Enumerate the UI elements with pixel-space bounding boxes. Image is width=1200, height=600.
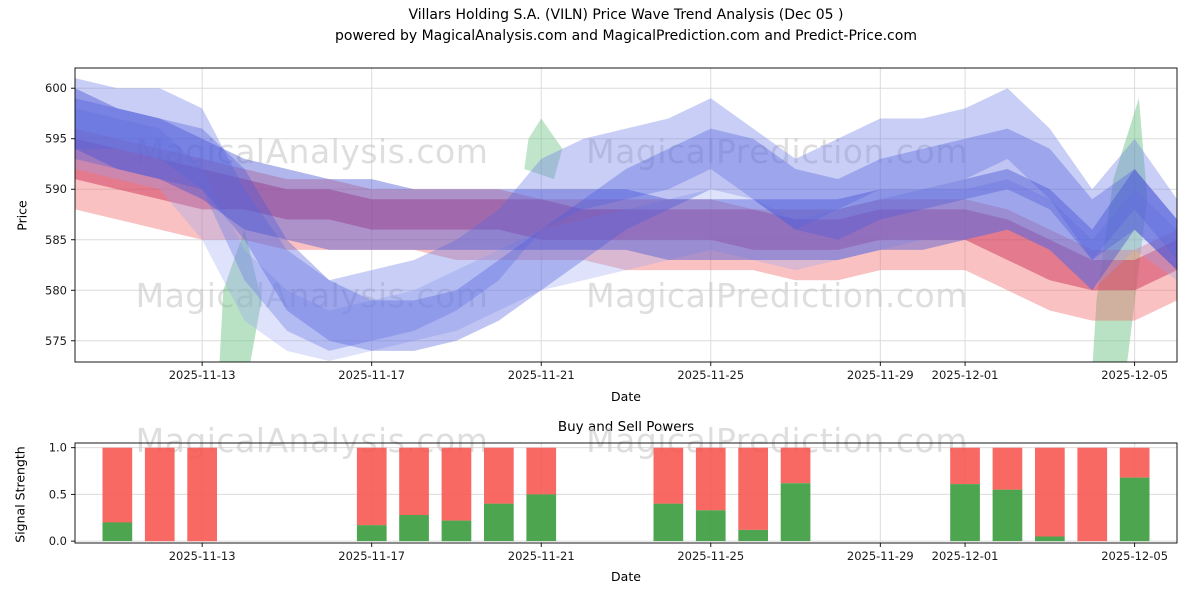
power-chart: MagicalAnalysis.com MagicalPrediction.com… bbox=[49, 421, 1178, 563]
watermark-analysis: MagicalAnalysis.com bbox=[136, 132, 489, 171]
buy-power-bar bbox=[653, 503, 684, 542]
x-tick-label: 2025-11-13 bbox=[169, 549, 236, 563]
buy-power-bar bbox=[526, 494, 557, 542]
sell-power-bar bbox=[738, 447, 768, 530]
sell-power-bar bbox=[653, 447, 684, 504]
green-patch-left bbox=[219, 229, 262, 362]
price-band-blue-light-low bbox=[75, 108, 1177, 362]
sell-power-bar bbox=[780, 447, 811, 484]
x-tick-label: 2025-11-21 bbox=[508, 549, 575, 563]
buy-power-bar bbox=[738, 529, 768, 542]
green-patch-right bbox=[1092, 98, 1148, 362]
x-tick-label: 2025-11-29 bbox=[847, 368, 914, 382]
price-x-axis-label: Date bbox=[611, 389, 641, 404]
price-band-blue-mid bbox=[75, 98, 1177, 351]
buy-power-bar bbox=[992, 489, 1023, 542]
sell-power-bar bbox=[441, 447, 472, 521]
power-x-axis-label: Date bbox=[611, 569, 641, 584]
watermark-prediction: MagicalPrediction.com bbox=[586, 421, 968, 460]
buy-power-bar bbox=[102, 522, 133, 542]
price-band-blue-flat bbox=[75, 88, 1177, 291]
plot-border bbox=[74, 67, 1178, 363]
x-tick-label: 2025-11-21 bbox=[508, 368, 575, 382]
figure-title: Villars Holding S.A. (VILN) Price Wave T… bbox=[75, 5, 1177, 47]
buy-power-bar bbox=[441, 520, 472, 542]
sell-power-bar bbox=[356, 447, 387, 526]
price-band-red-core bbox=[75, 138, 1177, 291]
sell-power-bar bbox=[992, 447, 1023, 490]
x-tick-label: 2025-12-01 bbox=[932, 368, 999, 382]
x-tick-label: 2025-11-13 bbox=[169, 368, 236, 382]
buy-power-bar bbox=[399, 515, 429, 542]
title-line-1: Villars Holding S.A. (VILN) Price Wave T… bbox=[408, 7, 844, 23]
y-tick-label: 0.0 bbox=[49, 534, 67, 548]
buy-power-bar bbox=[484, 503, 514, 542]
y-tick-label: 575 bbox=[45, 334, 67, 348]
buy-power-bar bbox=[356, 525, 387, 542]
x-tick-label: 2025-11-17 bbox=[338, 368, 405, 382]
y-tick-label: 0.5 bbox=[49, 487, 67, 501]
y-tick-label: 595 bbox=[45, 132, 67, 146]
buy-power-bar bbox=[950, 484, 980, 542]
buy-power-bar bbox=[1119, 477, 1150, 542]
sell-power-bar bbox=[1119, 447, 1150, 478]
y-tick-label: 590 bbox=[45, 182, 67, 196]
x-tick-label: 2025-12-05 bbox=[1101, 368, 1168, 382]
watermark-analysis: MagicalAnalysis.com bbox=[136, 276, 489, 315]
sell-power-bar bbox=[526, 447, 557, 495]
price-wave-bands bbox=[75, 78, 1177, 362]
sell-power-bar bbox=[144, 447, 175, 542]
y-tick-label: 1.0 bbox=[49, 441, 67, 455]
buy-power-bar bbox=[695, 510, 726, 542]
sell-power-bar bbox=[695, 447, 726, 511]
x-tick-label: 2025-11-25 bbox=[677, 549, 744, 563]
sell-power-bar bbox=[484, 447, 514, 504]
sell-power-bar bbox=[1077, 447, 1108, 542]
watermark-prediction: MagicalPrediction.com bbox=[586, 276, 968, 315]
x-tick-label: 2025-11-25 bbox=[677, 368, 744, 382]
y-tick-label: 580 bbox=[45, 283, 67, 297]
sell-power-bar bbox=[102, 447, 133, 523]
sell-power-bar bbox=[1035, 447, 1065, 537]
price-band-blue-outer bbox=[75, 78, 1177, 351]
x-tick-label: 2025-11-17 bbox=[338, 549, 405, 563]
y-tick-label: 600 bbox=[45, 81, 67, 95]
buy-power-bar bbox=[780, 483, 811, 542]
watermark-prediction: MagicalPrediction.com bbox=[586, 132, 968, 171]
x-tick-label: 2025-12-01 bbox=[932, 549, 999, 563]
buy-power-bar bbox=[1035, 536, 1065, 542]
power-chart-title: Buy and Sell Powers bbox=[557, 419, 695, 435]
x-tick-label: 2025-11-29 bbox=[847, 549, 914, 563]
sell-power-bar bbox=[950, 447, 980, 485]
sell-power-bar bbox=[399, 447, 429, 515]
sell-power-bar bbox=[187, 447, 217, 542]
title-line-2: powered by MagicalAnalysis.com and Magic… bbox=[335, 28, 917, 44]
plot-border bbox=[74, 442, 1178, 544]
y-tick-label: 585 bbox=[45, 233, 67, 247]
green-patch-mid bbox=[524, 118, 563, 180]
x-tick-label: 2025-12-05 bbox=[1101, 549, 1168, 563]
price-chart: MagicalAnalysis.com MagicalPrediction.com… bbox=[45, 67, 1178, 382]
